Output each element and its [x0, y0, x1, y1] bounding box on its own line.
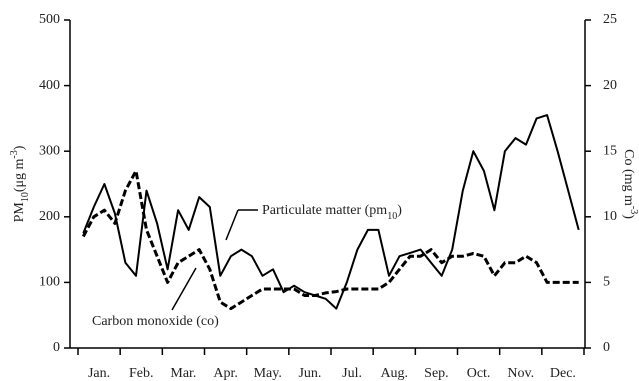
annotation-line	[225, 209, 239, 241]
y2-tick-label: 10	[603, 209, 617, 224]
label-part: -3	[628, 206, 639, 214]
annotation-line	[171, 267, 197, 311]
x-tick-label: Aug.	[380, 366, 408, 381]
label-part: )	[12, 145, 27, 150]
x-tick-label: Jul.	[342, 366, 362, 381]
y-tick-label: 200	[39, 209, 60, 224]
y2-tick-label: 5	[603, 275, 610, 290]
label-part: 10	[20, 192, 31, 202]
x-tick-label: May.	[254, 366, 282, 381]
x-tick-label: Nov.	[507, 366, 534, 381]
x-tick-label: Sep.	[424, 366, 449, 381]
x-tick-label: Mar.	[170, 366, 196, 381]
label-part: PM	[12, 202, 27, 223]
label-part: )	[397, 203, 402, 218]
series-line	[82, 114, 580, 310]
x-tick-label: Apr.	[213, 366, 238, 381]
axis-label: Carbon monoxide (co)	[92, 314, 219, 329]
label-part: Particulate matter (pm	[262, 203, 387, 218]
series-line	[81, 169, 579, 311]
label-part: )	[621, 214, 636, 219]
y-tick-label: 400	[39, 78, 60, 93]
label-part: Carbon monoxide (co)	[92, 314, 219, 329]
x-tick-label: Dec.	[550, 366, 576, 381]
x-tick-label: Jan.	[88, 366, 110, 381]
x-tick-label: Oct.	[467, 366, 491, 381]
axis-label: PM10(μg m-3)	[9, 145, 31, 222]
label-part: 10	[387, 211, 397, 222]
label-part: (μg m	[12, 159, 27, 193]
y-tick-label: 100	[39, 275, 60, 290]
y2-tick-label: 15	[603, 143, 617, 158]
y-tick-label: 0	[53, 340, 60, 355]
label-part: Co (mg m	[621, 149, 636, 206]
x-tick-label: Jun.	[298, 366, 321, 381]
y-tick-label: 300	[39, 143, 60, 158]
axis-label: Co (mg m-3)	[621, 149, 639, 219]
y2-tick-label: 20	[603, 78, 617, 93]
label-part: -3	[9, 150, 20, 158]
y-tick-label: 500	[39, 12, 60, 27]
y2-tick-label: 0	[603, 340, 610, 355]
x-tick-label: Feb.	[129, 366, 154, 381]
annotation: Particulate matter (pm10)	[262, 203, 402, 222]
y2-tick-label: 25	[603, 12, 617, 27]
